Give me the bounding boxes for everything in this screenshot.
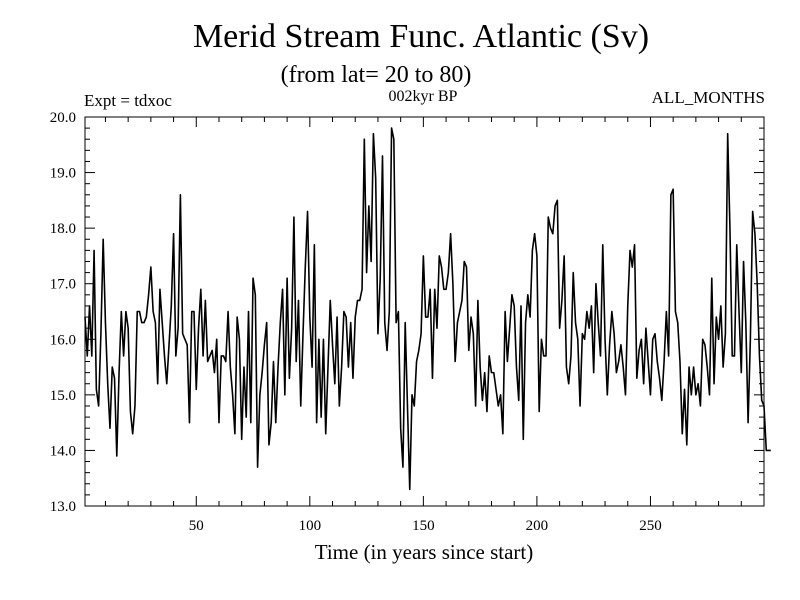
y-tick-label: 16.0: [50, 332, 76, 348]
y-tick-label: 17.0: [50, 277, 76, 293]
y-tick-label: 15.0: [50, 388, 76, 404]
x-axis-label: Time (in years since start): [315, 540, 534, 564]
y-tick-label: 20.0: [50, 110, 76, 126]
y-tick-label: 14.0: [50, 443, 76, 459]
y-tick-label: 18.0: [50, 221, 76, 237]
chart-subtitle: (from lat= 20 to 80): [281, 62, 472, 88]
period-label: 002kyr BP: [389, 88, 458, 105]
x-tick-label: 250: [639, 518, 662, 534]
series-line: [84, 127, 771, 491]
x-tick-label: 50: [189, 518, 204, 534]
months-label: ALL_MONTHS: [652, 88, 765, 107]
plot-frame: [84, 116, 765, 507]
experiment-label: Expt = tdxoc: [84, 91, 172, 110]
y-tick-label: 19.0: [50, 166, 76, 182]
y-tick-label: 13.0: [50, 499, 76, 515]
x-tick-label: 150: [412, 518, 435, 534]
axis-ticks: [85, 116, 764, 507]
x-tick-label: 100: [299, 518, 322, 534]
x-tick-label: 200: [526, 518, 549, 534]
axis-tick-labels: 13.0 14.0 15.0 16.0 17.0 18.0 19.0 20.0 50 100 150…: [50, 110, 662, 534]
chart-title: Merid Stream Func. Atlantic (Sv): [193, 18, 649, 55]
